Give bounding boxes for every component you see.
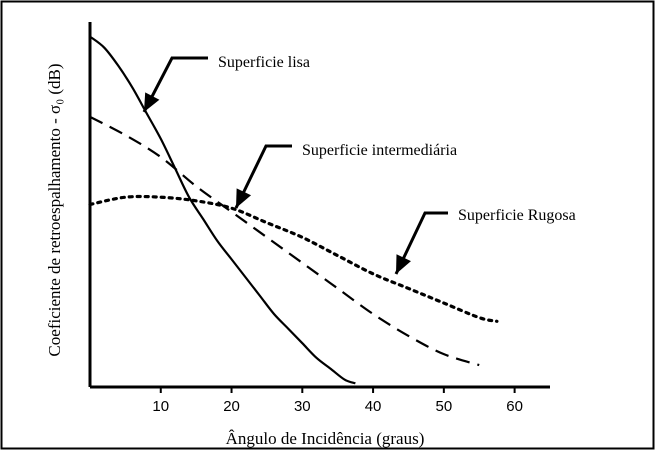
x-tick-label: 10 <box>152 398 169 415</box>
arrowhead-icon <box>396 254 411 274</box>
series-line-dashed <box>89 115 480 367</box>
x-tick-label: 60 <box>506 398 523 415</box>
series-layer <box>88 35 499 385</box>
annotation-arrow <box>394 211 448 275</box>
x-ticks: 10 20 30 40 50 60 <box>152 387 523 415</box>
annotation-arrow <box>234 144 292 209</box>
annotation-label: Superficie lisa <box>218 54 310 71</box>
annotation-label: Superficie Rugosa <box>458 207 576 224</box>
series-line-solid <box>89 35 356 385</box>
annotation-layer: Superficie lisa Superficie intermediária S… <box>142 54 576 275</box>
x-axis-label: Ângulo de Incidência (graus) <box>226 429 425 448</box>
annotation-label: Superficie intermediária <box>302 142 457 159</box>
x-tick-label: 50 <box>436 398 453 415</box>
x-tick-label: 30 <box>294 398 311 415</box>
x-tick-label: 20 <box>223 398 240 415</box>
arrowhead-icon <box>144 92 160 112</box>
y-axis-label: Coeficiente de retroespalhamento - σ₀ (d… <box>45 63 64 356</box>
annotation-arrow <box>142 56 208 113</box>
series-line-dotted <box>88 194 499 323</box>
x-tick-label: 40 <box>365 398 382 415</box>
arrowhead-icon <box>236 188 252 208</box>
